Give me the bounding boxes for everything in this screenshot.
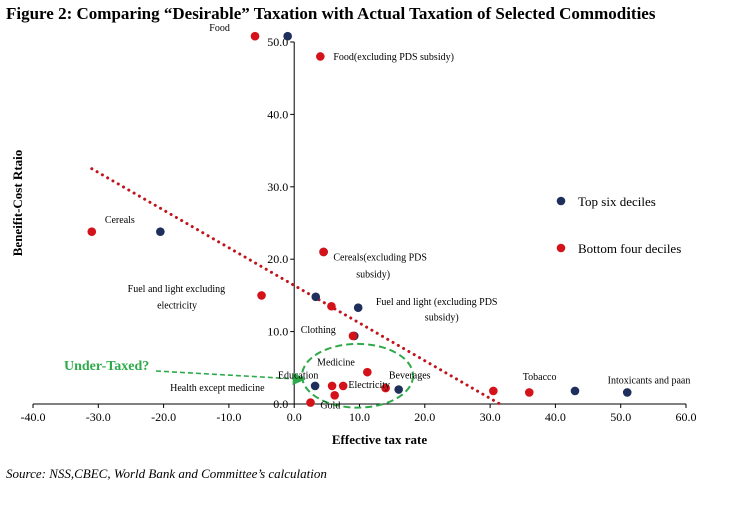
data-point <box>570 386 580 396</box>
legend-label: Bottom four deciles <box>578 241 681 256</box>
y-ticks: 0.0 10.0 20.0 30.0 40.0 50.0 <box>267 35 295 411</box>
point-label: Medicine <box>317 358 355 369</box>
y-axis-title: Beneifit-Cost Rtaio <box>10 150 25 257</box>
point-label: electricity <box>157 300 197 311</box>
annotation-ellipse <box>301 342 415 409</box>
point-labels: Food Food(excluding PDS subsidy) Cereals Ce… <box>105 23 691 411</box>
point-label: Cereals(excluding PDS <box>333 253 427 264</box>
point-label: Health except medicine <box>170 383 265 394</box>
y-tick-label: 20.0 <box>267 252 288 266</box>
data-point <box>394 385 403 394</box>
data-point <box>327 381 337 391</box>
data-point <box>338 381 348 391</box>
scatter-chart: -40.0 -30.0 -20.0 -10.0 0.0 10.0 20.0 30.0 40.0 5… <box>10 23 697 447</box>
point-label: Beverages <box>389 371 431 382</box>
x-tick-label: 60.0 <box>676 410 697 424</box>
figure-title: Figure 2: Comparing “Desirable” Taxation… <box>6 4 656 23</box>
y-tick-label: 0.0 <box>273 397 288 411</box>
point-label: subsidy) <box>356 269 390 280</box>
point-label: Tobacco <box>523 372 557 383</box>
point-label: Clothing <box>301 325 336 336</box>
point-label: Electricity <box>348 380 390 391</box>
data-point <box>353 303 363 313</box>
data-point <box>257 291 266 300</box>
data-point <box>283 31 292 41</box>
annotation-label: Under-Taxed? <box>64 359 149 374</box>
data-point <box>316 52 325 61</box>
legend-label: Top six deciles <box>578 194 656 209</box>
data-point <box>156 227 165 236</box>
x-axis-title: Effective tax rate <box>332 432 428 447</box>
data-point <box>319 247 328 257</box>
point-label: Education <box>278 371 319 382</box>
y-tick-label: 40.0 <box>267 107 288 121</box>
source-note: Source: NSS,CBEC, World Bank and Committ… <box>6 466 327 481</box>
x-tick-label: 10.0 <box>349 410 370 424</box>
data-point <box>306 398 315 407</box>
x-ticks: -40.0 -30.0 -20.0 -10.0 0.0 10.0 20.0 30.0 40.0 5… <box>21 404 697 424</box>
x-tick-label: -10.0 <box>216 410 241 424</box>
data-point <box>87 227 97 236</box>
point-label: Food(excluding PDS subsidy) <box>333 52 454 63</box>
point-label: Gold <box>320 400 340 411</box>
x-tick-label: 0.0 <box>287 410 302 424</box>
data-point <box>327 301 336 311</box>
x-tick-label: -20.0 <box>151 410 176 424</box>
data-point <box>250 31 260 41</box>
point-label: Cereals <box>105 215 135 226</box>
x-tick-label: -40.0 <box>21 410 46 424</box>
annotation-group: Under-Taxed? <box>64 342 415 409</box>
data-points <box>87 31 632 407</box>
x-tick-label: 50.0 <box>610 410 631 424</box>
y-tick-label: 10.0 <box>267 325 288 339</box>
point-label: Food <box>209 23 230 34</box>
legend: Top six deciles Bottom four deciles <box>556 194 681 256</box>
x-tick-label: 20.0 <box>414 410 435 424</box>
data-point <box>311 292 321 302</box>
y-tick-label: 30.0 <box>267 180 288 194</box>
x-tick-label: 40.0 <box>545 410 566 424</box>
trendline-path <box>90 167 502 406</box>
trendline <box>90 167 502 406</box>
data-point <box>363 367 372 377</box>
x-tick-label: -30.0 <box>86 410 111 424</box>
data-point <box>524 388 534 397</box>
point-label: subsidy) <box>425 313 459 324</box>
data-point <box>310 381 320 391</box>
point-label: Intoxicants and paan <box>608 376 691 387</box>
data-point <box>622 388 632 397</box>
data-point <box>330 391 339 400</box>
point-label: Fuel and light (excluding PDS <box>376 297 498 308</box>
annotation-arrow <box>155 370 306 386</box>
data-point <box>381 383 390 393</box>
legend-marker <box>556 243 566 253</box>
data-point <box>489 386 498 396</box>
y-tick-label: 50.0 <box>267 35 288 49</box>
data-point <box>348 331 358 341</box>
legend-marker <box>556 196 566 206</box>
x-tick-label: 30.0 <box>480 410 501 424</box>
point-label: Fuel and light excluding <box>128 284 226 295</box>
